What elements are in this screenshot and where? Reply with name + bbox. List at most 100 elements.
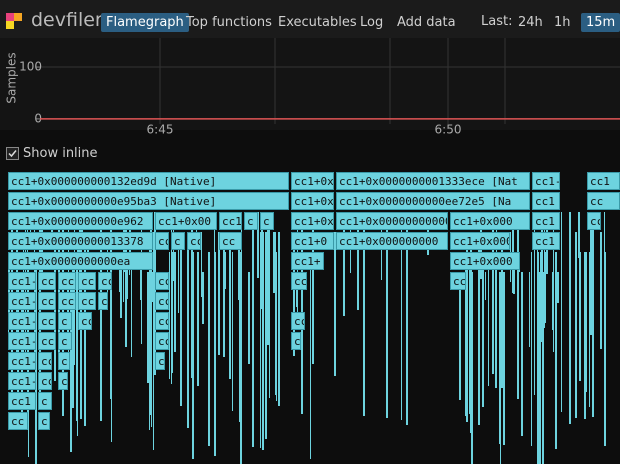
range-button[interactable]: 1h	[554, 15, 571, 30]
frame[interactable]: cc	[8, 412, 28, 430]
frame[interactable]: cc1+0x0000000000ea	[8, 252, 153, 270]
frame[interactable]: cc1+0x00	[155, 212, 217, 230]
frame[interactable]: c	[98, 292, 108, 310]
frame-sliver	[153, 232, 154, 450]
y-tick-label: 0	[34, 111, 42, 125]
frame[interactable]: cc1-	[8, 292, 36, 310]
checkbox[interactable]	[6, 147, 19, 160]
frame[interactable]: c	[58, 312, 72, 330]
checkbox-label[interactable]: Show inline	[23, 146, 98, 161]
frame[interactable]: cc1	[38, 272, 56, 290]
range-button[interactable]: 24h	[518, 15, 543, 30]
frame[interactable]: c	[38, 392, 52, 410]
frame[interactable]: cc1+0x000	[450, 232, 510, 250]
frame[interactable]: cc1-	[8, 332, 36, 350]
frame[interactable]: cc1	[532, 232, 560, 250]
tab[interactable]: Executables	[278, 15, 357, 30]
frame[interactable]: cc	[38, 292, 56, 310]
frame[interactable]: c	[58, 352, 70, 370]
frame-sliver	[214, 212, 215, 359]
frame[interactable]: c	[38, 412, 50, 430]
frame[interactable]: cc1-	[532, 172, 560, 190]
frame[interactable]: cc1+0x0000000001333ece [Nat	[336, 172, 530, 190]
frame-sliver	[111, 272, 112, 442]
frame[interactable]: cc1+0x0000000000e962	[8, 212, 153, 230]
frame[interactable]: cc	[38, 372, 52, 390]
frame-sliver	[100, 212, 102, 421]
frame-sliver	[492, 252, 494, 374]
frame-sliver	[267, 212, 269, 345]
frame[interactable]: cc	[98, 272, 112, 290]
frame[interactable]: cc1	[532, 192, 560, 210]
frame[interactable]: cc	[219, 232, 242, 250]
frame[interactable]: cc1-	[8, 272, 36, 290]
frame-sliver	[72, 252, 74, 408]
frame-sliver	[544, 252, 546, 323]
frame-sliver	[555, 252, 557, 449]
tab[interactable]: Top functions	[186, 15, 272, 30]
frame[interactable]: cc	[155, 272, 169, 290]
frame-sliver	[310, 252, 311, 459]
frame[interactable]: cc1	[450, 272, 466, 290]
frame[interactable]: cc	[78, 312, 92, 330]
frame-sliver	[218, 252, 220, 355]
frame[interactable]: cc	[291, 272, 307, 290]
frame[interactable]: cc1+0x000	[450, 212, 530, 230]
frame[interactable]: cc1+0x	[291, 212, 334, 230]
frame[interactable]: cc1	[532, 212, 560, 230]
frame[interactable]: cc	[587, 212, 601, 230]
frame[interactable]: cc1+0x000	[450, 252, 520, 270]
frame-sliver	[386, 212, 388, 418]
frame[interactable]: cc1-	[8, 312, 36, 330]
frame[interactable]: cc	[58, 272, 76, 290]
frame[interactable]: cc1+0	[291, 232, 334, 250]
frame-sliver	[293, 232, 295, 356]
frame-sliver	[154, 212, 155, 305]
frame[interactable]: cc1-	[8, 372, 36, 390]
tab[interactable]: Add data	[397, 15, 456, 30]
frame[interactable]: cc1	[587, 172, 620, 190]
frame[interactable]: cc	[38, 312, 56, 330]
frame-sliver	[585, 252, 587, 392]
tab[interactable]: Flamegraph	[101, 13, 189, 32]
frame[interactable]: cc	[58, 292, 76, 310]
frame[interactable]: cc1+0x	[291, 172, 334, 190]
frame-sliver	[35, 252, 37, 464]
frame[interactable]: cc	[78, 272, 96, 290]
frame[interactable]: cc	[587, 192, 620, 210]
frame[interactable]: cc1	[219, 212, 242, 230]
frame[interactable]: cc1+0x00000000013378	[8, 232, 153, 250]
frame[interactable]: cc	[78, 292, 96, 310]
frame-sliver	[225, 252, 226, 289]
frame[interactable]: cc1-	[8, 352, 36, 370]
frame-sliver	[261, 232, 262, 309]
range-button[interactable]: 15m	[581, 13, 620, 32]
frame[interactable]: cc1+0x0000000000e95ba3 [Native]	[8, 192, 289, 210]
frame[interactable]: cc	[155, 292, 169, 310]
frame[interactable]: c	[244, 212, 258, 230]
frame[interactable]: cc	[155, 232, 169, 250]
frame[interactable]: cc	[155, 332, 169, 350]
frame[interactable]: c	[260, 212, 274, 230]
frame[interactable]: cc	[38, 352, 52, 370]
frame[interactable]: c	[58, 332, 72, 350]
tab[interactable]: Log	[360, 15, 384, 30]
frame[interactable]: cc1+	[291, 252, 324, 270]
frame-sliver	[501, 232, 503, 388]
frame[interactable]: c	[291, 332, 301, 350]
frame[interactable]: cc1+0x0000000000ee72e5 [Na	[336, 192, 530, 210]
frame[interactable]: cc	[155, 312, 169, 330]
frame[interactable]: c	[155, 352, 165, 370]
frame[interactable]: c	[58, 372, 68, 390]
frame[interactable]: cc1	[8, 392, 36, 410]
frame[interactable]: cc	[187, 232, 201, 250]
app-name: devfiler	[31, 9, 103, 31]
frame[interactable]: c	[171, 232, 185, 250]
frame[interactable]: cc1+0x	[291, 192, 334, 210]
frame[interactable]: cc1+0x000000000	[336, 232, 448, 250]
frame[interactable]: cc	[38, 332, 56, 350]
frame[interactable]: cc1+0x000000000132ed9d [Native]	[8, 172, 289, 190]
frame-sliver	[25, 212, 26, 251]
frame[interactable]: cc	[291, 312, 305, 330]
frame[interactable]: cc1+0x00000000000	[336, 212, 448, 230]
